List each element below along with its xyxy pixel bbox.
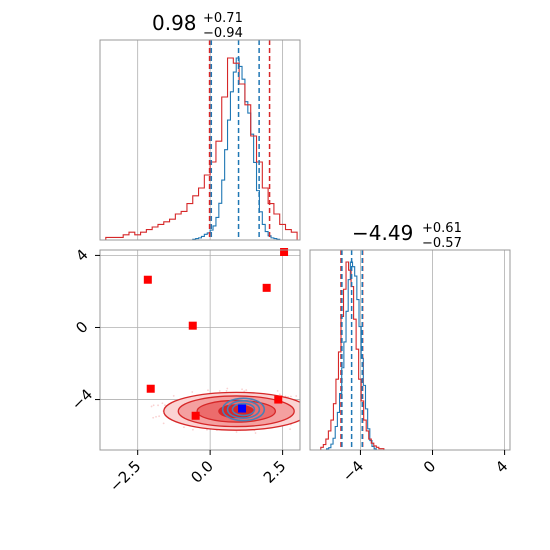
x-tick-label: 0.0 bbox=[187, 457, 217, 487]
sample-point bbox=[308, 400, 310, 402]
title-minus-error: −0.94 bbox=[203, 26, 243, 41]
x-tick-label: 4 bbox=[492, 457, 511, 476]
plot-frame bbox=[99, 249, 301, 451]
contour-blue bbox=[226, 400, 261, 419]
y-tick-label: −4 bbox=[68, 385, 96, 413]
sample-point bbox=[226, 387, 229, 390]
title-top-left: 0.98 +0.71 −0.94 bbox=[152, 7, 248, 41]
red-marker bbox=[274, 395, 283, 404]
sample-point bbox=[207, 389, 209, 392]
sample-point bbox=[243, 390, 246, 393]
histogram-series bbox=[189, 57, 281, 240]
sample-point bbox=[155, 415, 157, 418]
title-minus-error: −0.57 bbox=[422, 236, 462, 251]
sample-point bbox=[162, 422, 165, 425]
title-value: 0.98 bbox=[152, 11, 197, 35]
blue-marker bbox=[238, 404, 247, 413]
sample-point bbox=[192, 428, 194, 431]
sample-point bbox=[307, 400, 309, 402]
title-plus-error: +0.61 bbox=[422, 221, 462, 236]
sample-point bbox=[278, 393, 281, 396]
panel-bottom-left-scatter: −2.5 0.0 2.5 −4 0 4 bbox=[68, 246, 310, 496]
x-tick-label: −4 bbox=[339, 457, 367, 485]
y-tick-label: 0 bbox=[72, 318, 91, 337]
sample-point bbox=[150, 405, 153, 408]
plot-frame bbox=[99, 39, 301, 241]
sample-point bbox=[183, 426, 185, 429]
sample-point bbox=[295, 395, 298, 397]
sample-point bbox=[158, 415, 161, 418]
sample-point bbox=[161, 402, 164, 405]
title-plus-error: +0.71 bbox=[203, 11, 243, 26]
sample-point bbox=[305, 403, 307, 405]
sample-point bbox=[290, 395, 292, 398]
sample-point bbox=[276, 389, 279, 392]
contour-blue bbox=[221, 397, 266, 422]
sample-point bbox=[308, 420, 310, 422]
plot-area bbox=[310, 250, 510, 450]
sample-point bbox=[302, 407, 304, 409]
sample-point bbox=[241, 388, 243, 391]
y-tick-label: 4 bbox=[72, 246, 91, 265]
title-value: −4.49 bbox=[352, 221, 413, 245]
sample-point bbox=[301, 415, 303, 417]
histogram-series bbox=[105, 57, 298, 240]
sample-point bbox=[218, 390, 221, 392]
sample-point bbox=[191, 391, 194, 393]
contour-blue bbox=[231, 402, 256, 417]
sample-point bbox=[235, 431, 238, 433]
red-marker bbox=[188, 321, 197, 330]
sample-point bbox=[157, 404, 159, 407]
contour-red bbox=[218, 404, 255, 419]
x-tick-label: 0 bbox=[420, 457, 439, 476]
panel-top-left-histogram: 0.98 +0.71 −0.94 bbox=[99, 7, 301, 241]
red-marker bbox=[146, 384, 155, 393]
x-tick-label: −2.5 bbox=[106, 457, 144, 495]
sample-point bbox=[254, 432, 257, 434]
red-marker bbox=[191, 411, 200, 420]
sample-point bbox=[164, 404, 166, 407]
sample-point bbox=[172, 395, 175, 397]
plot-area bbox=[100, 40, 300, 240]
sample-point bbox=[245, 389, 248, 391]
sample-point bbox=[152, 404, 155, 407]
title-bottom-right: −4.49 +0.61 −0.57 bbox=[352, 217, 467, 251]
red-marker bbox=[143, 275, 152, 284]
panel-bottom-right-histogram: −4 0 4 −4.49 +0.61 −0.57 bbox=[309, 217, 511, 485]
sample-point bbox=[152, 416, 155, 419]
sample-point bbox=[225, 390, 228, 392]
sample-point bbox=[289, 428, 292, 431]
plot-frame bbox=[309, 249, 511, 451]
red-marker bbox=[280, 248, 289, 256]
x-tick-label: 2.5 bbox=[260, 457, 290, 487]
red-marker bbox=[262, 283, 271, 292]
